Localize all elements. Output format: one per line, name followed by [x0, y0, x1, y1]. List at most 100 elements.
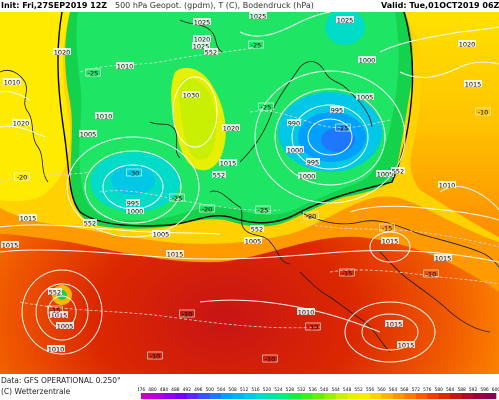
pressure-label-text: 995: [127, 199, 139, 207]
color-swatch: [473, 393, 485, 399]
height-label: 552: [250, 225, 264, 233]
color-scale-tick: 560: [377, 387, 386, 393]
color-scale-tick: 544: [331, 387, 340, 393]
color-scale-tick: 516: [251, 387, 260, 393]
color-swatch: [141, 393, 153, 399]
color-swatch: [427, 393, 440, 399]
color-swatch: [175, 393, 188, 399]
pressure-label-text: 1000: [127, 207, 144, 215]
color-scale: 476 480 484 488 492 496 500 504 508 512 516 520 524 5…: [138, 387, 499, 399]
pressure-label-text: 1005: [377, 170, 394, 178]
pressure-label-text: 1025: [193, 42, 210, 50]
height-labels: 552 552 552 552 552 552: [48, 48, 405, 296]
temperature-label: -15: [339, 268, 355, 277]
greenland-cold: [325, 12, 365, 45]
temperature-label-text: -20: [202, 205, 213, 213]
color-scale-tick: 552: [354, 387, 363, 393]
data-source: Data: GFS OPERATIONAL 0.250°: [1, 376, 121, 385]
temperature-label: -10: [179, 309, 195, 318]
temperature-label: -20: [303, 211, 319, 220]
pressure-label-text: 1000: [359, 56, 376, 64]
pressure-label: 990: [287, 119, 301, 127]
yellow-east: [400, 12, 499, 237]
pressure-label: 1015: [434, 254, 452, 262]
temperature-label: -10: [475, 107, 491, 116]
color-scale-tick: 572: [412, 387, 421, 393]
temperature-label-text: -10: [308, 323, 319, 331]
temperature-label-text: -25: [251, 41, 262, 49]
color-scale-tick: 564: [389, 387, 398, 393]
pressure-label: 1015: [464, 80, 482, 88]
color-swatch: [484, 393, 497, 399]
color-swatch: [392, 393, 405, 399]
pressure-label: 1015: [381, 237, 399, 245]
pressure-label: 1000: [126, 207, 144, 215]
pressure-label: 1030: [182, 91, 200, 99]
pressure-label-text: 1005: [245, 237, 262, 245]
isotherms: [0, 46, 499, 329]
pressure-label-text: 1010: [439, 181, 456, 189]
pressure-label-text: 1010: [4, 78, 21, 86]
pressure-label-text: 1025: [194, 18, 211, 26]
color-swatch: [312, 393, 325, 399]
temperature-label: -10: [305, 322, 321, 331]
color-scale-tick: 576: [423, 387, 432, 393]
pressure-label-text: 1030: [183, 91, 200, 99]
color-swatch: [438, 393, 451, 399]
color-scale-tick: 600: [492, 387, 499, 393]
color-scale-tick: 556: [366, 387, 375, 393]
scandinavia-low-core: [321, 128, 355, 152]
atlantic-low-core: [111, 165, 155, 195]
pressure-label-text: 1015: [382, 237, 399, 245]
pressure-label: 1010: [95, 112, 113, 120]
pressure-label: 1010: [297, 308, 315, 316]
pressure-label: 1015: [166, 250, 184, 258]
temperature-label: -25: [335, 123, 351, 132]
temperature-label-text: -25: [338, 124, 349, 132]
pressure-label-text: 1005: [357, 93, 374, 101]
temperature-label-text: -25: [88, 69, 99, 77]
color-scale-tick: 524: [274, 387, 283, 393]
color-scale-tick: 480: [148, 387, 157, 393]
color-scale-tick: 504: [217, 387, 226, 393]
pressure-label-text: 1010: [96, 112, 113, 120]
color-scale-tick: 568: [400, 387, 409, 393]
pressure-label: 1010: [438, 181, 456, 189]
temperature-label-text: -25: [172, 194, 183, 202]
color-swatch: [301, 393, 314, 399]
pressure-label-text: 1015: [220, 159, 237, 167]
height-label-text: 552: [213, 171, 225, 179]
temperature-label: -10: [147, 351, 163, 360]
pressure-label: 1025: [193, 18, 211, 26]
pressure-label: 1015: [219, 159, 237, 167]
pressure-label-text: 1015: [2, 241, 19, 249]
pressure-label-text: 1020: [13, 119, 30, 127]
color-swatch: [461, 393, 474, 399]
pressure-label-text: 1020: [54, 48, 71, 56]
ridge-tongue-inner: [178, 78, 217, 160]
product-description: 500 hPa Geopot. (gpdm), T (C), Bodendruc…: [115, 1, 314, 10]
pressure-label-text: 1000: [287, 146, 304, 154]
pressure-label: 1000: [298, 172, 316, 180]
valid-time: Valid: Tue,01OCT2019 06Z: [381, 1, 499, 10]
pressure-label: 995: [306, 158, 320, 166]
temperature-label: -30: [126, 168, 142, 177]
pressure-label: 1020: [458, 40, 476, 48]
temperature-label-text: -30: [129, 169, 140, 177]
height-label: 552: [204, 48, 218, 56]
color-swatch: [266, 393, 279, 399]
pressure-label-text: 1015: [386, 320, 403, 328]
color-swatch: [221, 393, 233, 399]
temperature-label: -25: [85, 68, 101, 77]
pressure-label: 1010: [47, 345, 65, 353]
temperature-label-text: -15: [342, 269, 353, 277]
coastlines: [0, 19, 499, 353]
chart-header: Init: Fri,27SEP2019 12Z 500 hPa Geopot. …: [0, 0, 499, 12]
pressure-label: 995: [126, 199, 140, 207]
color-scale-tick: 596: [480, 387, 489, 393]
color-scale-tick: 476: [138, 387, 145, 393]
color-swatch: [370, 393, 382, 399]
temperature-label: -25: [169, 193, 185, 202]
